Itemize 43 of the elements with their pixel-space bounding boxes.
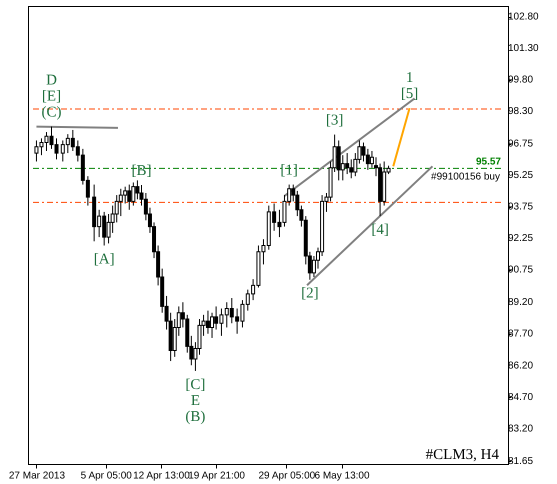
x-tick-label: 27 Mar 2013: [8, 470, 66, 482]
candlestick: [127, 184, 132, 210]
annotation: D: [46, 72, 58, 89]
annotation: 1: [406, 70, 414, 86]
x-tick-label: 6 May 13:00: [314, 470, 370, 482]
ref-line-label: 95.57: [476, 156, 502, 168]
y-tick-label: 102.80: [508, 12, 540, 23]
annotation: [4]: [371, 222, 389, 238]
y-tick-label: 90.75: [508, 264, 534, 276]
annotation: E: [190, 392, 200, 409]
annotation: #CLM3, H4: [426, 447, 500, 463]
y-tick-label: 101.30: [508, 43, 540, 54]
y-tick-label: 99.80: [508, 74, 534, 86]
y-tick-label: 92.25: [508, 233, 534, 244]
candlestick: [118, 188, 123, 217]
annotation: [2]: [301, 286, 319, 302]
y-tick-label: 84.70: [508, 392, 534, 403]
annotation: [3]: [326, 112, 344, 129]
candlestick: [131, 182, 136, 206]
x-tick-label: 29 Apr 05:00: [258, 470, 316, 482]
candlestick: [206, 310, 210, 334]
candlestick: [366, 148, 370, 170]
annotation: #99100156 buy: [431, 171, 500, 182]
y-tick-label: 89.20: [508, 297, 534, 308]
y-tick-label: 93.75: [508, 202, 534, 213]
y-tick-label: 98.30: [508, 106, 534, 118]
annotation: (B): [185, 408, 206, 425]
x-tick-label: 19 Apr 21:00: [188, 470, 246, 482]
y-tick-label: 96.75: [508, 138, 534, 150]
annotation: (C): [42, 104, 62, 121]
candlestick: [345, 152, 350, 175]
y-tick-label: 81.65: [508, 456, 534, 467]
y-tick-label: 87.70: [508, 328, 534, 340]
annotation: [A]: [94, 252, 115, 268]
x-tick-label: 5 Apr 05:00: [80, 470, 132, 482]
y-tick-label: 86.20: [508, 360, 534, 372]
x-tick-label: 12 Apr 13:00: [133, 470, 190, 482]
annotation: [1]: [280, 162, 298, 179]
annotation: [5]: [400, 86, 418, 102]
annotation: [C]: [185, 376, 206, 393]
y-tick-label: 83.20: [508, 423, 534, 434]
y-tick-label: 95.25: [508, 170, 534, 182]
annotation: [E]: [42, 88, 62, 105]
